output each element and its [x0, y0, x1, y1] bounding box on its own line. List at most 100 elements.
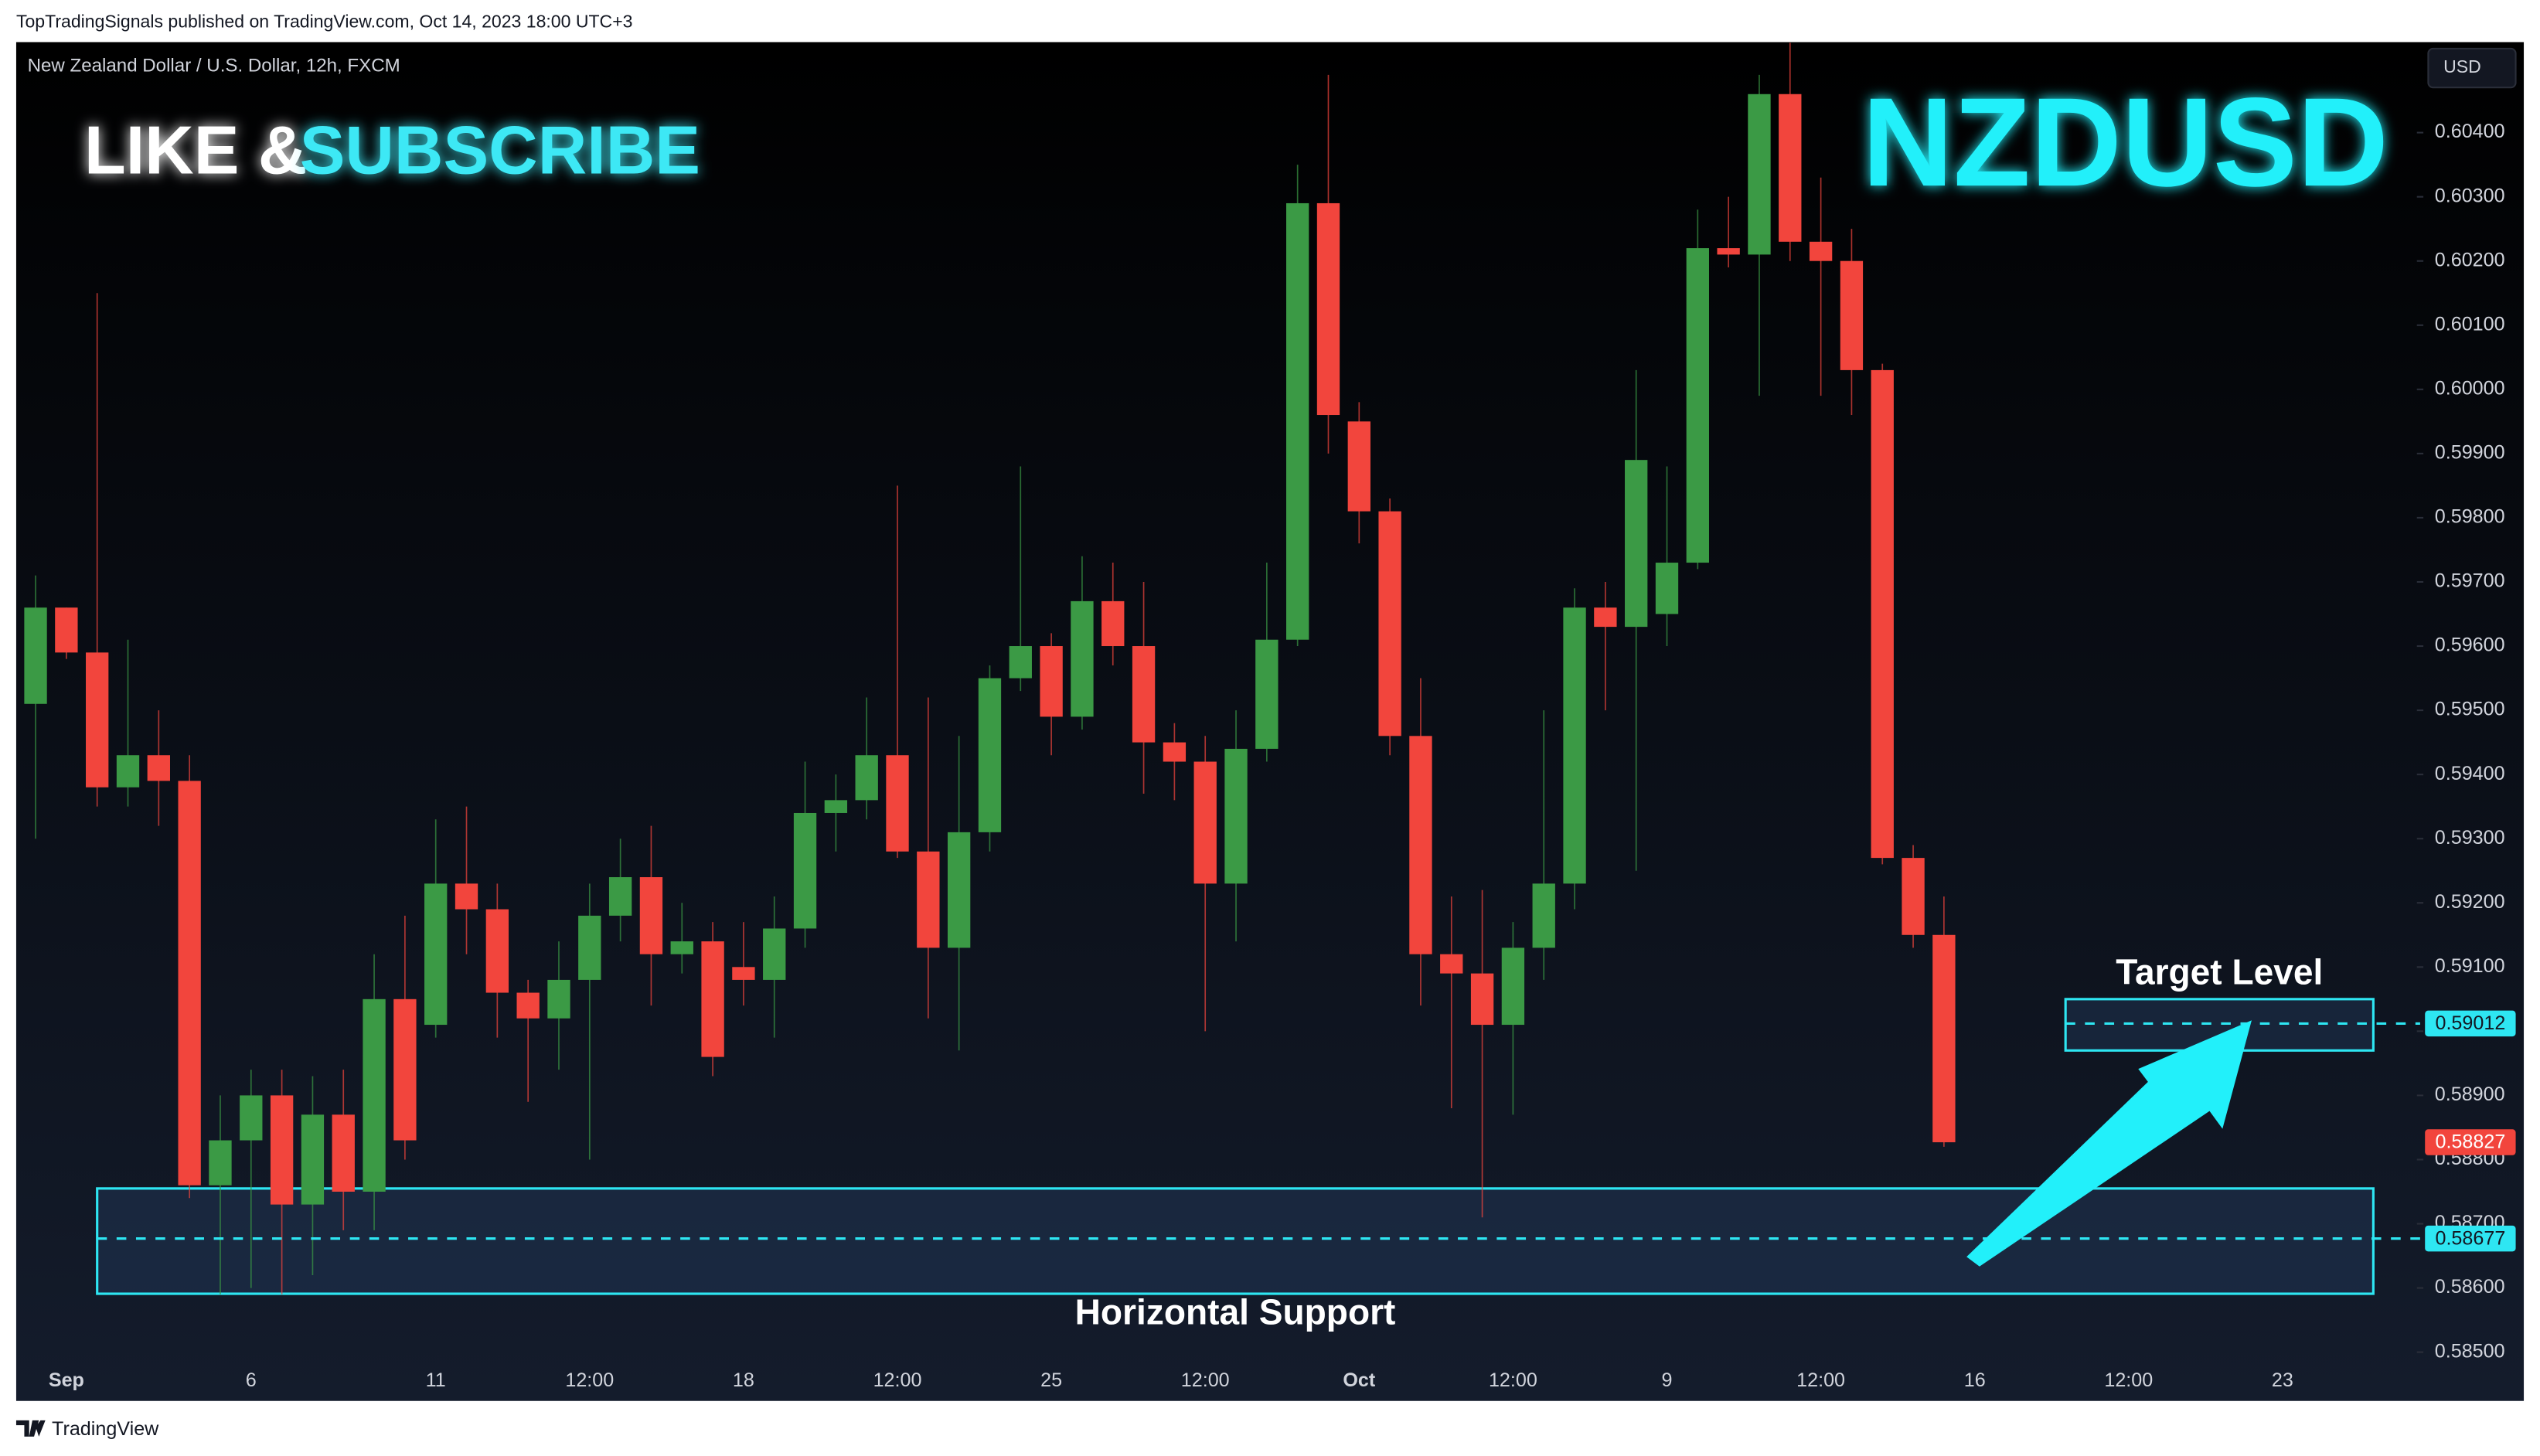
published: TopTradingSignals published on TradingVi…	[16, 11, 633, 31]
candle-body	[1347, 421, 1370, 512]
candle-body	[1840, 260, 1864, 370]
candle-body	[1132, 646, 1156, 743]
candle-body	[301, 1114, 325, 1205]
candle-body	[701, 941, 724, 1057]
candle-body	[1501, 947, 1525, 1026]
y-tick-label: 0.59300	[2435, 827, 2505, 849]
candle-body	[1532, 883, 1555, 948]
candle-body	[855, 755, 878, 801]
banner-left: LIKE &	[84, 111, 307, 188]
candle-body	[886, 755, 909, 852]
candle-body	[1285, 202, 1309, 640]
candle-body	[1316, 202, 1340, 416]
x-tick-label: 11	[426, 1369, 446, 1391]
candle-body	[1809, 241, 1833, 261]
candle-body	[393, 998, 417, 1141]
candle-body	[147, 755, 170, 781]
candle-body	[917, 851, 940, 948]
candle-body	[424, 883, 448, 1026]
arrow	[1966, 1020, 2252, 1267]
candle-body	[516, 992, 540, 1019]
x-tick-label: Sep	[49, 1369, 84, 1391]
y-tick-label: 0.59600	[2435, 634, 2505, 656]
x-tick-label: Oct	[1343, 1369, 1376, 1391]
x-tick-label: 12:00	[2104, 1369, 2153, 1391]
banner-right: SUBSCRIBE	[300, 111, 700, 188]
candle-body	[116, 755, 140, 788]
candle-body	[240, 1095, 263, 1141]
y-tick-label: 0.58600	[2435, 1276, 2505, 1298]
plot: 0.585000.586000.587000.588000.589000.590…	[24, 43, 2516, 1391]
x-tick-label: 9	[1662, 1369, 1673, 1391]
candle-body	[1163, 742, 1187, 762]
candle-body	[1686, 248, 1709, 563]
y-tick-label: 0.59200	[2435, 891, 2505, 913]
candle-body	[1255, 639, 1279, 749]
brand: TradingView	[52, 1418, 159, 1440]
x-tick-label: 18	[733, 1369, 754, 1391]
x-tick-label: 6	[246, 1369, 257, 1391]
candle-body	[24, 607, 47, 704]
candle-body	[824, 800, 848, 813]
candle-body	[1409, 736, 1432, 954]
candle-body	[485, 909, 509, 993]
candle-body	[1440, 954, 1463, 974]
y-tick-label: 0.60300	[2435, 185, 2505, 206]
candle-body	[763, 928, 786, 980]
candle-body	[732, 967, 755, 980]
candle-body	[1625, 460, 1648, 628]
zone-label: Target Level	[2116, 952, 2323, 992]
y-tick-label: 0.59900	[2435, 442, 2505, 464]
candle-body	[547, 979, 570, 1019]
y-tick-label: 0.59400	[2435, 763, 2505, 784]
candle-body	[178, 781, 201, 1186]
candle-body	[578, 915, 601, 980]
currency[interactable]: USD	[2443, 56, 2481, 77]
price-label-bg	[2425, 1010, 2516, 1037]
y-tick-label: 0.60100	[2435, 313, 2505, 335]
candle-body	[639, 877, 663, 954]
candle-body	[1224, 748, 1248, 884]
price-label: 0.58827	[2435, 1131, 2505, 1153]
candle-body	[270, 1095, 294, 1205]
candle-body	[363, 998, 386, 1192]
y-tick-label: 0.59800	[2435, 506, 2505, 528]
candle-body	[209, 1140, 232, 1186]
x-tick-label: 12:00	[873, 1369, 922, 1391]
candle-body	[1071, 600, 1094, 717]
candle-body	[1378, 511, 1401, 737]
x-tick-label: 12:00	[1181, 1369, 1230, 1391]
x-tick-label: 12:00	[565, 1369, 614, 1391]
symbol: NZDUSD	[1862, 71, 2388, 213]
candle-body	[1009, 646, 1032, 679]
candle-body	[1902, 858, 1925, 935]
x-tick-label: 25	[1040, 1369, 1062, 1391]
x-tick-label: 12:00	[1489, 1369, 1537, 1391]
price-label-bg	[2425, 1129, 2516, 1155]
brand-logo	[15, 1420, 46, 1437]
y-tick-label: 0.60400	[2435, 121, 2505, 142]
candle-body	[1717, 248, 1740, 255]
candle-body	[608, 877, 632, 916]
y-tick-label: 0.58900	[2435, 1083, 2505, 1105]
y-tick-label: 0.60200	[2435, 249, 2505, 270]
price-label-bg	[2425, 1225, 2516, 1252]
candle-body	[455, 883, 478, 910]
x-tick-label: 12:00	[1796, 1369, 1845, 1391]
y-tick-label: 0.60000	[2435, 377, 2505, 399]
y-tick-label: 0.59100	[2435, 955, 2505, 977]
candle-body	[670, 941, 693, 954]
candle-body	[1779, 94, 1802, 242]
y-tick-label: 0.59500	[2435, 699, 2505, 720]
candle-body	[793, 812, 817, 929]
candle-body	[55, 607, 78, 653]
currency-box[interactable]	[2427, 47, 2517, 89]
candle-body	[1748, 94, 1771, 255]
price-label: 0.58677	[2435, 1227, 2505, 1249]
candle-body	[1101, 600, 1125, 647]
x-tick-label: 23	[2272, 1369, 2293, 1391]
candle-body	[978, 678, 1002, 832]
zone-label: Horizontal Support	[1075, 1291, 1396, 1332]
candle-body	[947, 832, 971, 948]
